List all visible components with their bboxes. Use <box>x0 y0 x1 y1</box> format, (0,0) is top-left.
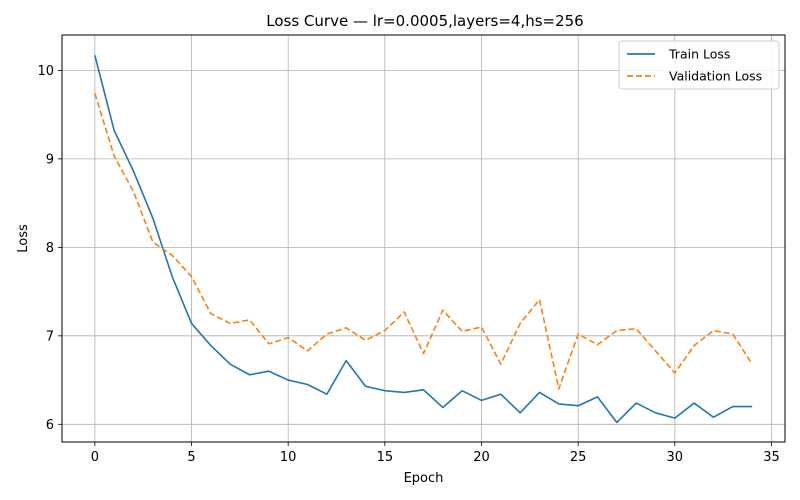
x-tick-label: 0 <box>91 450 99 465</box>
y-tick-label: 10 <box>37 64 54 79</box>
train-loss-line <box>94 55 753 424</box>
x-tick-label: 15 <box>377 450 394 465</box>
x-tick-label: 10 <box>280 450 297 465</box>
y-tick-label: 8 <box>46 241 54 256</box>
chart-title: Loss Curve — lr=0.0005,layers=4,hs=256 <box>266 12 583 30</box>
grid <box>62 35 785 442</box>
x-tick-label: 25 <box>570 450 587 465</box>
plot-frame <box>61 34 786 443</box>
legend-validation-label: Validation Loss <box>669 69 762 84</box>
series-layer <box>94 55 753 424</box>
y-tick-label: 7 <box>46 329 54 344</box>
legend: Train Loss Validation Loss <box>618 40 780 90</box>
ticks: 0 5 10 15 20 25 30 35 6 7 8 9 10 <box>37 64 779 465</box>
x-tick-label: 20 <box>473 450 490 465</box>
x-tick-label: 35 <box>763 450 780 465</box>
validation-loss-line <box>94 93 753 390</box>
y-tick-label: 6 <box>46 418 54 433</box>
x-tick-label: 30 <box>667 450 684 465</box>
x-axis-label: Epoch <box>404 471 444 486</box>
legend-train-label: Train Loss <box>668 47 730 62</box>
legend-box <box>618 40 780 90</box>
y-tick-label: 9 <box>46 152 54 167</box>
y-axis-label: Loss <box>16 224 31 253</box>
x-tick-label: 5 <box>187 450 195 465</box>
